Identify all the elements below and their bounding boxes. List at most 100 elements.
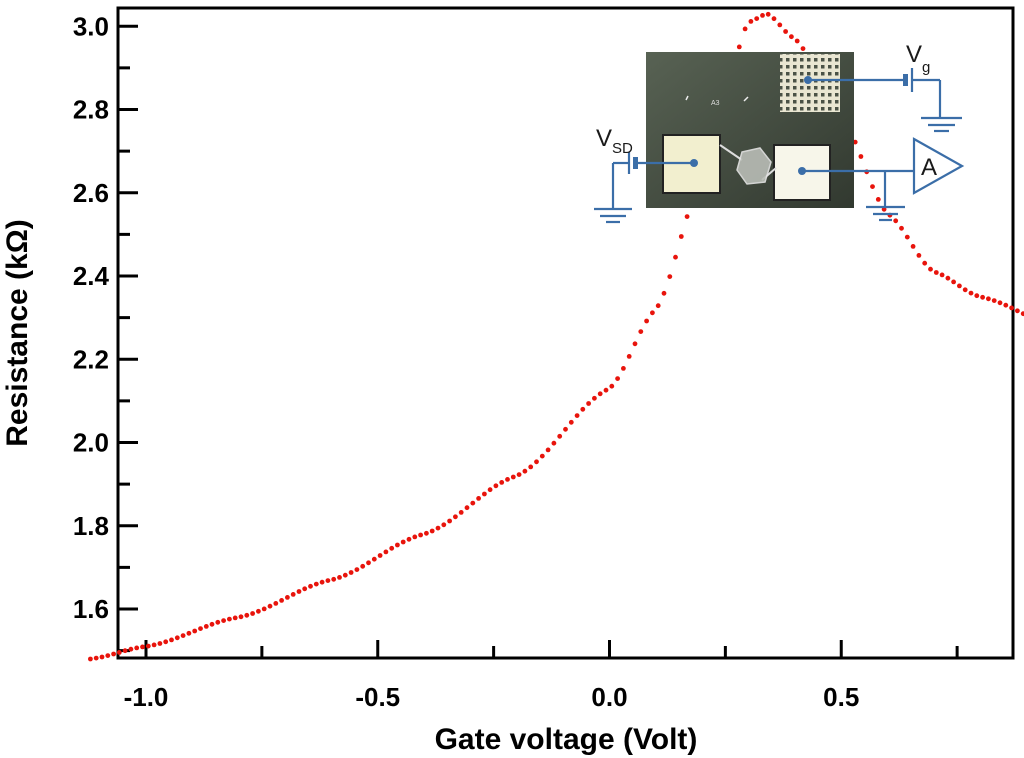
data-point: [754, 16, 760, 21]
data-point: [597, 391, 603, 397]
data-point: [395, 542, 400, 548]
data-point: [875, 197, 881, 202]
data-point: [174, 635, 180, 641]
data-point: [910, 244, 916, 249]
inset-device-schematic: A3: [594, 41, 965, 224]
data-point: [928, 266, 933, 272]
data-point: [510, 474, 516, 480]
x-tick-label: 0.5: [823, 682, 859, 712]
data-point: [962, 287, 968, 293]
data-point: [325, 578, 331, 583]
data-point: [667, 274, 673, 279]
data-point: [296, 589, 302, 594]
data-point: [180, 633, 186, 638]
data-point: [551, 440, 557, 446]
data-point: [904, 234, 910, 240]
x-tick-label: 0.0: [591, 682, 627, 712]
data-point: [568, 419, 574, 425]
data-point: [545, 447, 551, 453]
data-point: [777, 22, 783, 28]
data-point: [453, 514, 458, 520]
y-tick-label: 3.0: [73, 11, 109, 41]
data-point: [458, 510, 464, 515]
data-point: [748, 19, 754, 24]
data-point: [991, 298, 997, 303]
data-point: [354, 567, 360, 572]
data-point: [429, 528, 435, 534]
data-point: [342, 572, 348, 578]
data-point: [482, 491, 487, 497]
data-point: [302, 586, 308, 592]
data-point: [337, 575, 342, 580]
data-point: [464, 505, 470, 511]
data-point: [638, 329, 644, 334]
data-point: [227, 616, 232, 622]
data-point: [893, 218, 899, 224]
data-point: [371, 556, 377, 562]
data-point: [389, 545, 395, 551]
data-point: [771, 16, 777, 22]
data-point: [1009, 305, 1014, 311]
data-point: [899, 225, 904, 231]
x-tick-label: -1.0: [124, 682, 169, 712]
y-tick-label: 2.2: [73, 344, 109, 374]
data-point: [157, 641, 163, 646]
data-point: [522, 468, 528, 474]
data-point: [632, 341, 638, 347]
x-axis-tick-labels: -1.0-0.50.00.51.01.52.02.5: [124, 682, 860, 712]
data-point: [574, 413, 580, 418]
y-tick-label: 1.6: [73, 594, 109, 624]
data-point: [974, 293, 980, 299]
data-point: [221, 618, 227, 623]
data-point: [93, 655, 99, 661]
data-point: [232, 615, 238, 621]
data-point: [122, 648, 128, 654]
data-point: [684, 214, 690, 220]
data-point: [348, 570, 354, 575]
data-point: [424, 530, 429, 536]
data-point: [88, 656, 93, 662]
data-point: [1015, 308, 1020, 314]
data-point: [580, 406, 586, 412]
data-point: [128, 646, 134, 652]
data-point: [1003, 302, 1009, 308]
x-axis-ticks: [144, 640, 959, 658]
data-point: [377, 553, 383, 558]
y-tick-label: 2.0: [73, 428, 109, 458]
ammeter-label: A: [921, 154, 937, 181]
data-point: [968, 290, 974, 296]
data-point: [621, 366, 626, 371]
data-point: [99, 654, 105, 660]
data-point: [736, 44, 742, 50]
data-point: [881, 206, 887, 212]
data-point: [986, 296, 991, 302]
data-point: [655, 303, 661, 309]
data-point: [1020, 311, 1024, 317]
data-point: [169, 637, 174, 643]
vg-label-subscript: g: [922, 59, 930, 76]
data-point: [308, 583, 313, 589]
data-point: [111, 651, 116, 657]
data-point: [412, 534, 418, 540]
data-point: [313, 581, 319, 587]
data-point: [209, 621, 215, 627]
y-tick-label: 2.4: [73, 261, 110, 291]
data-point: [400, 539, 406, 545]
y-tick-label: 2.6: [73, 178, 109, 208]
data-point: [151, 642, 157, 648]
data-point: [586, 401, 591, 406]
data-point: [116, 650, 122, 655]
y-tick-label: 1.8: [73, 511, 109, 541]
y-tick-label: 2.8: [73, 95, 109, 125]
y-axis-ticks: [118, 24, 138, 653]
data-point: [615, 376, 620, 381]
data-point: [870, 184, 875, 190]
y-axis-tick-labels: 1.6 1.8 2.0 2.2 2.4 2.6 2.8 3.0: [73, 11, 110, 624]
data-point: [331, 576, 337, 582]
data-point: [760, 13, 765, 18]
data-point: [644, 318, 649, 324]
data-point: [418, 532, 423, 538]
data-point: [800, 46, 806, 51]
data-point: [626, 354, 632, 359]
